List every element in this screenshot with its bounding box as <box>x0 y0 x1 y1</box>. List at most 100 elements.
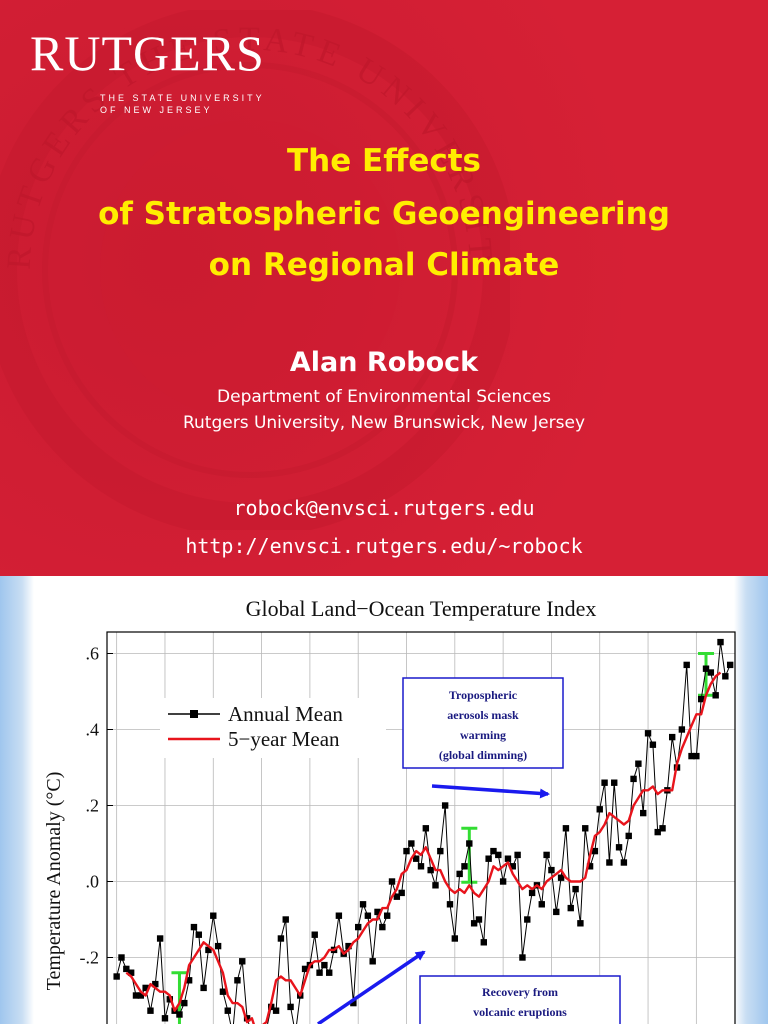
annual-mean-point <box>538 901 545 908</box>
author-email: robock@envsci.rutgers.edu <box>233 496 535 520</box>
annual-mean-point <box>683 661 690 669</box>
title-line-3: on Regional Climate <box>208 247 560 283</box>
annual-mean-point <box>722 673 729 680</box>
annual-mean-point <box>451 935 459 942</box>
annual-mean-point <box>432 882 439 889</box>
annual-mean-point <box>161 1015 169 1022</box>
annual-mean-point <box>335 912 343 919</box>
annual-mean-point <box>577 920 584 927</box>
annual-mean-point <box>137 992 145 999</box>
annual-mean-point <box>606 859 613 866</box>
annual-mean-point <box>239 958 246 965</box>
legend-background <box>160 698 386 758</box>
annual-mean-point <box>726 661 734 669</box>
annual-mean-point <box>504 855 512 862</box>
annual-mean-point <box>316 969 323 976</box>
annual-mean-point <box>403 847 410 855</box>
annual-mean-point <box>205 946 212 954</box>
annual-mean-point <box>287 1003 294 1011</box>
error-bars <box>171 652 715 1024</box>
annual-mean-point <box>379 923 386 931</box>
dimming-arrow <box>431 784 550 799</box>
annual-mean-point <box>417 863 425 870</box>
y-axis-ticks: .6 .4 .2 .0 -.2 <box>80 644 113 968</box>
annual-mean-point <box>630 775 637 783</box>
annual-mean-point <box>123 965 130 973</box>
chart-title: Global Land−Ocean Temperature Index <box>246 596 597 621</box>
annual-mean-point <box>678 726 686 733</box>
annual-mean-point <box>611 779 618 786</box>
annual-mean-point <box>591 847 599 855</box>
y-tick-label: .6 <box>86 644 100 664</box>
annual-mean-point <box>437 847 444 855</box>
y-tick-label: .0 <box>86 872 100 892</box>
callout-dimming-line-2: aerosols mask <box>447 708 519 722</box>
annual-mean-point <box>697 695 705 703</box>
annual-mean-point <box>543 851 550 859</box>
annual-mean-point <box>712 692 719 699</box>
annual-mean-point <box>659 825 666 832</box>
annual-mean-point <box>582 825 589 832</box>
author-url: http://envsci.rutgers.edu/~robock <box>185 534 583 558</box>
author-name: Alan Robock <box>289 347 479 378</box>
annual-mean-point <box>644 730 652 737</box>
y-tick-label: .4 <box>86 720 100 740</box>
annual-mean-point <box>553 908 560 916</box>
y-tick-label: -.2 <box>80 948 100 968</box>
annual-mean-point <box>601 779 608 786</box>
annual-mean-point <box>383 912 391 919</box>
annual-mean-point <box>456 870 463 878</box>
annual-mean-point <box>480 939 487 946</box>
annual-mean-point <box>669 733 676 741</box>
annual-mean-point <box>364 912 372 919</box>
annual-mean-point <box>277 935 285 942</box>
annual-mean-point <box>210 912 217 919</box>
annual-mean-point <box>586 863 594 870</box>
annual-mean-point <box>461 863 468 870</box>
annual-mean-point <box>702 665 710 672</box>
annual-mean-point <box>466 840 473 847</box>
annual-mean-point <box>355 923 362 931</box>
annual-mean-point <box>234 977 241 984</box>
annual-mean-point <box>359 901 367 908</box>
annual-mean-point <box>470 920 478 927</box>
annual-mean-point <box>562 825 570 832</box>
annual-mean-point <box>147 1007 154 1014</box>
callout-global-dimming: Tropospheric aerosols mask warming (glob… <box>402 677 564 769</box>
annual-mean-point <box>345 942 352 950</box>
annual-mean-point <box>475 916 483 923</box>
annual-mean-point <box>693 752 700 760</box>
author-institution: Rutgers University, New Brunswick, New J… <box>182 413 586 433</box>
annual-mean-point <box>485 855 492 862</box>
annual-mean-point <box>567 904 574 912</box>
callout-volcanic-line-1: Recovery from <box>482 985 558 999</box>
annual-mean-point <box>408 840 415 847</box>
annual-mean-point <box>350 999 357 1007</box>
annual-mean-point <box>625 832 632 840</box>
callout-dimming-box <box>402 677 564 769</box>
annual-mean-point <box>490 847 497 855</box>
annual-mean-point <box>635 760 642 767</box>
annual-mean-point <box>282 916 289 923</box>
annual-mean-point <box>557 874 565 881</box>
annual-mean-point <box>214 942 222 950</box>
five-year-mean-line <box>125 671 722 1024</box>
annual-mean-point <box>219 988 227 995</box>
annual-mean-point <box>596 806 603 813</box>
annual-mean-point <box>620 859 628 866</box>
annual-mean-point <box>499 878 507 885</box>
author-department: Department of Environmental Sciences <box>217 387 551 407</box>
annual-mean-point <box>654 828 661 836</box>
chart-legend: Annual Mean 5−year Mean <box>160 698 386 758</box>
annual-mean-point <box>509 863 516 870</box>
annual-mean-point <box>185 977 193 984</box>
annual-mean-point <box>495 851 502 859</box>
annual-mean-point <box>412 855 420 862</box>
callout-volcanic-recovery: Recovery from volcanic eruptions <box>419 975 621 1024</box>
callout-dimming-line-1: Tropospheric <box>449 688 518 702</box>
legend-annual-label: Annual Mean <box>228 702 343 726</box>
annual-mean-point <box>195 931 202 938</box>
annual-mean-point <box>374 908 381 916</box>
callout-dimming-line-3: warming <box>460 728 506 742</box>
annual-mean-point <box>156 935 164 942</box>
